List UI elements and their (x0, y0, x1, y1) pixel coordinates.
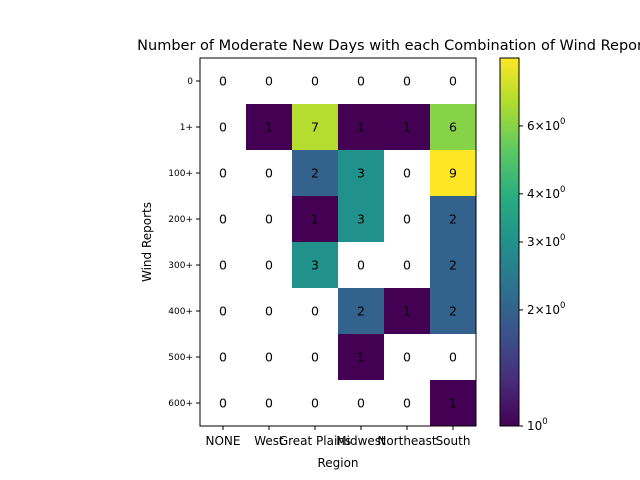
cell-value-label: 1 (357, 120, 365, 135)
cell-value-label: 2 (449, 212, 457, 227)
heatmap-cell (338, 150, 384, 196)
cell-value-label: 0 (219, 166, 227, 181)
cell-value-label: 2 (357, 304, 365, 319)
cell-value-label: 0 (357, 74, 365, 89)
y-tick-label: 200+ (168, 215, 193, 225)
cell-value-label: 0 (219, 258, 227, 273)
cell-value-label: 0 (265, 166, 273, 181)
cell-value-label: 0 (219, 212, 227, 227)
x-axis-label: Region (317, 456, 358, 470)
heatmap-cell (338, 196, 384, 242)
heatmap-cell (384, 104, 430, 150)
x-tick-label: Midwest (336, 434, 386, 448)
cell-value-label: 1 (449, 396, 457, 411)
x-tick-label: Great Plains (279, 434, 351, 448)
colorbar-tick-label: 4×100 (527, 185, 565, 201)
heatmap-cell (338, 288, 384, 334)
cell-value-label: 0 (357, 396, 365, 411)
chart-title: Number of Moderate New Days with each Co… (137, 38, 640, 54)
cell-value-label: 1 (357, 350, 365, 365)
cell-value-label: 0 (449, 350, 457, 365)
cell-value-label: 7 (311, 120, 319, 135)
cell-value-label: 3 (311, 258, 319, 273)
colorbar-tick-label: 3×100 (527, 233, 565, 249)
heatmap-cell (430, 150, 476, 196)
heatmap-cell (430, 242, 476, 288)
y-tick-label: 0 (187, 77, 193, 87)
y-tick-label: 1+ (180, 123, 193, 133)
colorbar-gradient (499, 57, 520, 427)
cell-value-label: 0 (219, 74, 227, 89)
x-tick-label: NONE (206, 434, 241, 448)
cell-value-label: 3 (357, 166, 365, 181)
heatmap-cell (430, 380, 476, 426)
plot-frame (199, 57, 477, 427)
cell-value-label: 0 (219, 350, 227, 365)
heatmap-cell (430, 196, 476, 242)
cell-value-label: 0 (265, 74, 273, 89)
x-tick-label: South (436, 434, 471, 448)
cell-value-label: 0 (219, 396, 227, 411)
cell-value-label: 0 (311, 350, 319, 365)
cell-value-label: 0 (403, 74, 411, 89)
cell-value-label: 1 (403, 304, 411, 319)
cell-value-label: 1 (403, 120, 411, 135)
cell-value-label: 3 (357, 212, 365, 227)
cell-value-label: 2 (311, 166, 319, 181)
y-tick-label: 500+ (168, 353, 193, 363)
cell-value-label: 0 (357, 258, 365, 273)
heatmap-cell (292, 104, 338, 150)
y-tick-label: 100+ (168, 169, 193, 179)
y-axis: 0 1+ 100+ 200+ 300+ 400+ 500+ 600+ (168, 77, 200, 409)
cell-value-label: 0 (403, 258, 411, 273)
colorbar-tick-label: 2×100 (527, 301, 565, 317)
cell-value-label: 0 (265, 304, 273, 319)
cell-value-label: 0 (265, 212, 273, 227)
cell-value-label: 1 (265, 120, 273, 135)
cell-value-label: 0 (219, 120, 227, 135)
cell-value-label: 2 (449, 258, 457, 273)
cell-value-label: 2 (449, 304, 457, 319)
cell-value-label: 1 (311, 212, 319, 227)
cell-value-label: 0 (403, 166, 411, 181)
y-axis-label: Wind Reports (140, 202, 154, 282)
heatmap-cell (246, 104, 292, 150)
heatmap-cell (338, 334, 384, 380)
cell-value-label: 0 (265, 350, 273, 365)
x-tick-label: West (254, 434, 284, 448)
y-tick-label: 300+ (168, 261, 193, 271)
cell-value-label: 0 (403, 350, 411, 365)
cell-value-label: 9 (449, 166, 457, 181)
heatmap-cell (292, 242, 338, 288)
cell-value-label: 0 (403, 396, 411, 411)
cell-value-label: 0 (311, 396, 319, 411)
y-tick-label: 400+ (168, 307, 193, 317)
colorbar: 100 2×100 3×100 4×100 6×100 (499, 57, 565, 433)
cell-value-label: 0 (311, 304, 319, 319)
x-tick-label: Northeast (377, 434, 437, 448)
cell-value-label: 0 (311, 74, 319, 89)
heatmap-cells (246, 104, 476, 426)
cell-value-label: 0 (265, 396, 273, 411)
colorbar-tick-label: 6×100 (527, 117, 565, 133)
heatmap-cell (384, 288, 430, 334)
colorbar-tick-label: 100 (527, 417, 548, 433)
cell-value-label: 0 (403, 212, 411, 227)
colorbar-ticks: 100 2×100 3×100 4×100 6×100 (519, 117, 565, 433)
cell-value-label: 0 (449, 74, 457, 89)
cell-value-label: 0 (265, 258, 273, 273)
cell-value-label: 6 (449, 120, 457, 135)
heatmap-cell-labels: 0 0 0 0 0 0 0 1 7 1 1 6 0 0 2 3 0 9 0 0 1 3 0 2 0 0 3 0 0 2 0 0 0 2 1 2 0 0 0 1… (219, 74, 457, 411)
heatmap-cell (338, 104, 384, 150)
heatmap-cell (430, 104, 476, 150)
cell-value-label: 0 (219, 304, 227, 319)
heatmap-cell (292, 196, 338, 242)
y-tick-label: 600+ (168, 399, 193, 409)
heatmap-cell (292, 150, 338, 196)
heatmap-cell (430, 288, 476, 334)
